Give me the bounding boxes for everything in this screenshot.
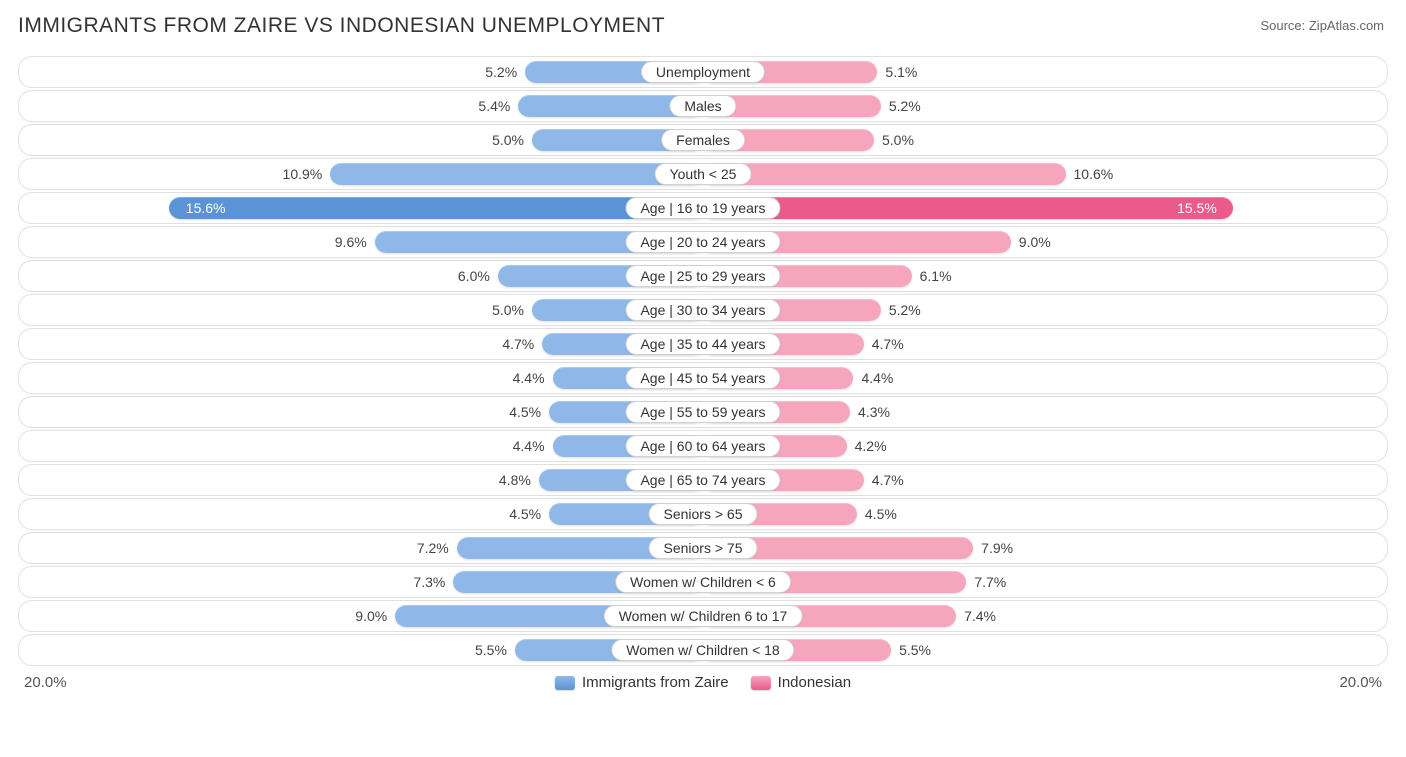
value-right: 4.3% <box>858 404 890 420</box>
value-right: 7.9% <box>981 540 1013 556</box>
category-label: Age | 45 to 54 years <box>625 367 780 389</box>
value-left: 4.8% <box>499 472 531 488</box>
value-right: 7.4% <box>964 608 996 624</box>
data-row: 7.2% 7.9% Seniors > 75 <box>18 532 1388 564</box>
value-right: 9.0% <box>1019 234 1051 250</box>
data-row: 5.0% 5.0% Females <box>18 124 1388 156</box>
category-label: Age | 65 to 74 years <box>625 469 780 491</box>
value-left: 6.0% <box>458 268 490 284</box>
axis-row: 20.0% Immigrants from Zaire Indonesian 2… <box>18 672 1388 698</box>
data-row: 4.5% 4.5% Seniors > 65 <box>18 498 1388 530</box>
category-label: Seniors > 65 <box>649 503 758 525</box>
value-right: 4.2% <box>855 438 887 454</box>
bar-right <box>703 163 1066 185</box>
data-row: 4.4% 4.4% Age | 45 to 54 years <box>18 362 1388 394</box>
value-left: 7.3% <box>413 574 445 590</box>
category-label: Females <box>661 129 745 151</box>
category-label: Youth < 25 <box>655 163 752 185</box>
chart-title: IMMIGRANTS FROM ZAIRE VS INDONESIAN UNEM… <box>18 14 1388 38</box>
value-right: 5.0% <box>882 132 914 148</box>
category-label: Age | 30 to 34 years <box>625 299 780 321</box>
value-right: 5.1% <box>885 64 917 80</box>
data-row: 10.9% 10.6% Youth < 25 <box>18 158 1388 190</box>
data-row: 4.7% 4.7% Age | 35 to 44 years <box>18 328 1388 360</box>
legend-label-left: Immigrants from Zaire <box>582 674 729 691</box>
category-label: Age | 25 to 29 years <box>625 265 780 287</box>
data-row: 5.4% 5.2% Males <box>18 90 1388 122</box>
data-row: 6.0% 6.1% Age | 25 to 29 years <box>18 260 1388 292</box>
axis-max-right: 20.0% <box>1339 674 1382 691</box>
value-left: 5.4% <box>478 98 510 114</box>
data-row: 7.3% 7.7% Women w/ Children < 6 <box>18 566 1388 598</box>
data-row: 5.0% 5.2% Age | 30 to 34 years <box>18 294 1388 326</box>
legend-swatch-left <box>555 676 575 690</box>
category-label: Women w/ Children 6 to 17 <box>604 605 803 627</box>
data-row: 4.4% 4.2% Age | 60 to 64 years <box>18 430 1388 462</box>
bar-left <box>330 163 703 185</box>
data-row: 5.2% 5.1% Unemployment <box>18 56 1388 88</box>
value-left: 4.7% <box>502 336 534 352</box>
legend-item-right: Indonesian <box>751 674 851 691</box>
data-row: 9.0% 7.4% Women w/ Children 6 to 17 <box>18 600 1388 632</box>
value-left: 5.2% <box>485 64 517 80</box>
category-label: Women w/ Children < 6 <box>615 571 791 593</box>
category-label: Age | 55 to 59 years <box>625 401 780 423</box>
category-label: Unemployment <box>641 61 765 83</box>
value-right: 5.2% <box>889 98 921 114</box>
value-right: 15.5% <box>1177 200 1217 216</box>
value-left: 4.4% <box>513 370 545 386</box>
chart-area: 5.2%5.1%Unemployment5.4%5.2%Males5.0%5.0… <box>18 56 1388 666</box>
value-left: 15.6% <box>186 200 226 216</box>
value-right: 7.7% <box>974 574 1006 590</box>
category-label: Women w/ Children < 18 <box>611 639 794 661</box>
category-label: Seniors > 75 <box>649 537 758 559</box>
value-left: 5.0% <box>492 302 524 318</box>
value-right: 6.1% <box>920 268 952 284</box>
value-left: 5.5% <box>475 642 507 658</box>
value-left: 7.2% <box>417 540 449 556</box>
value-right: 4.7% <box>872 472 904 488</box>
value-right: 5.5% <box>899 642 931 658</box>
value-left: 5.0% <box>492 132 524 148</box>
value-right: 4.7% <box>872 336 904 352</box>
category-label: Age | 35 to 44 years <box>625 333 780 355</box>
data-row: 9.6% 9.0% Age | 20 to 24 years <box>18 226 1388 258</box>
category-label: Age | 16 to 19 years <box>625 197 780 219</box>
value-left: 4.5% <box>509 404 541 420</box>
value-right: 5.2% <box>889 302 921 318</box>
category-label: Age | 60 to 64 years <box>625 435 780 457</box>
axis-max-left: 20.0% <box>24 674 67 691</box>
data-row: 4.5% 4.3% Age | 55 to 59 years <box>18 396 1388 428</box>
value-left: 10.9% <box>283 166 323 182</box>
data-row: 4.8% 4.7% Age | 65 to 74 years <box>18 464 1388 496</box>
value-right: 4.5% <box>865 506 897 522</box>
data-row: 15.6% 15.5% Age | 16 to 19 years <box>18 192 1388 224</box>
value-left: 9.6% <box>335 234 367 250</box>
value-left: 4.4% <box>513 438 545 454</box>
bar-left <box>169 197 703 219</box>
value-left: 9.0% <box>355 608 387 624</box>
category-label: Age | 20 to 24 years <box>625 231 780 253</box>
legend-item-left: Immigrants from Zaire <box>555 674 729 691</box>
data-row: 5.5% 5.5% Women w/ Children < 18 <box>18 634 1388 666</box>
value-left: 4.5% <box>509 506 541 522</box>
legend: Immigrants from Zaire Indonesian <box>555 674 851 691</box>
legend-swatch-right <box>751 676 771 690</box>
value-right: 4.4% <box>861 370 893 386</box>
legend-label-right: Indonesian <box>778 674 851 691</box>
value-right: 10.6% <box>1074 166 1114 182</box>
bar-right <box>703 197 1233 219</box>
source-attribution: Source: ZipAtlas.com <box>1260 18 1384 33</box>
category-label: Males <box>669 95 736 117</box>
